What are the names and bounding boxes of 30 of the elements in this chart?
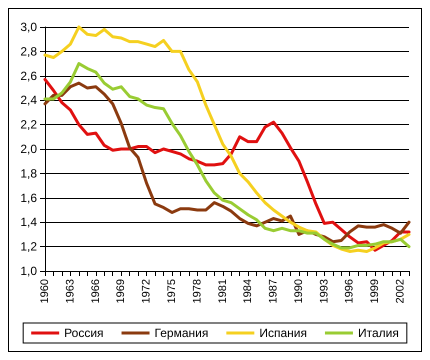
y-tick-label: 2,6: [20, 68, 38, 83]
x-tick-label: 1975: [166, 279, 178, 304]
x-tick-label: 1969: [115, 279, 128, 304]
x-tick-label: 2002: [394, 279, 407, 304]
y-tick-label: 2,8: [20, 44, 38, 58]
legend-label: Испания: [259, 326, 307, 340]
x-tick-label: 1972: [140, 279, 153, 304]
y-tick-label: 1,8: [20, 166, 38, 180]
legend-label: Германия: [154, 326, 208, 340]
x-tick-label: 1984: [242, 279, 254, 304]
legend-label: Россия: [64, 326, 104, 340]
y-tick-label: 3,0: [20, 20, 38, 34]
y-tick-label: 2,4: [20, 93, 38, 108]
x-tick-label: 1990: [292, 279, 305, 304]
y-tick-label: 2,0: [20, 142, 38, 156]
x-tick-label: 1963: [64, 279, 76, 304]
x-tick-label: 1960: [39, 279, 51, 304]
x-tick-label: 1978: [191, 279, 204, 304]
x-tick-label: 1966: [90, 279, 102, 304]
legend-label: Италия: [358, 326, 399, 340]
y-tick-label: 1,4: [20, 215, 38, 230]
x-tick-label: 1987: [268, 279, 280, 304]
y-tick-label: 2,2: [20, 118, 38, 132]
x-tick-label: 1993: [318, 279, 330, 304]
y-tick-label: 1,0: [20, 264, 38, 278]
y-tick-label: 1,6: [20, 190, 38, 205]
x-tick-label: 1999: [369, 279, 382, 304]
x-tick-label: 1981: [216, 279, 229, 304]
y-tick-label: 1,2: [20, 240, 38, 254]
x-tick-label: 1996: [344, 279, 356, 304]
